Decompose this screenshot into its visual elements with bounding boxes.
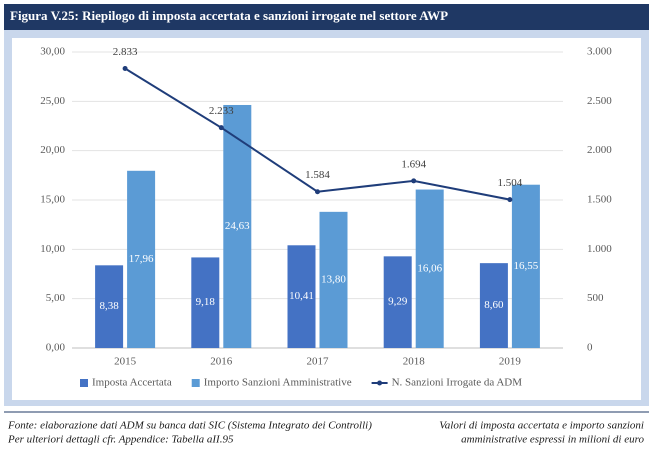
y-tick-label: 15,00 <box>40 194 65 206</box>
line-label: 1.584 <box>305 169 330 181</box>
line-marker <box>122 65 128 71</box>
x-tick-label: 2018 <box>403 356 426 368</box>
y2-tick-label: 1.000 <box>587 243 612 255</box>
bar-label: 16,55 <box>514 260 539 272</box>
header-bar <box>4 4 649 30</box>
bar-label: 9,29 <box>388 296 408 308</box>
bar <box>287 245 316 348</box>
bar-label: 16,06 <box>417 262 442 274</box>
y2-tick-label: 1.500 <box>587 194 612 206</box>
legend-label: N. Sanzioni Irrogate da ADM <box>392 377 523 389</box>
line-marker <box>411 178 417 184</box>
y2-tick-label: 3.000 <box>587 46 612 58</box>
bar <box>479 263 508 348</box>
y-tick-label: 5,00 <box>46 292 66 304</box>
legend-marker <box>377 380 383 386</box>
bar <box>415 189 444 348</box>
y-tick-label: 10,00 <box>40 243 65 255</box>
bar-label: 17,96 <box>129 253 154 265</box>
line-marker <box>507 197 513 203</box>
y-tick-label: 20,00 <box>40 144 65 156</box>
bar <box>95 265 124 348</box>
bar <box>383 256 412 348</box>
y2-tick-label: 0 <box>587 342 593 354</box>
y2-tick-label: 2.500 <box>587 95 612 107</box>
y2-tick-label: 500 <box>587 292 604 304</box>
x-tick-label: 2019 <box>499 356 522 368</box>
legend-label: Imposta Accertata <box>92 377 172 389</box>
bar <box>191 257 220 348</box>
line-marker <box>218 125 224 131</box>
line-marker <box>315 189 320 195</box>
line-label: 2.833 <box>113 46 138 58</box>
y-tick-label: 0,00 <box>46 342 66 354</box>
bar-label: 13,80 <box>321 273 346 285</box>
bar <box>127 170 156 348</box>
x-tick-label: 2017 <box>307 356 330 368</box>
figure-title: Figura V.25: Riepilogo di imposta accert… <box>10 8 448 23</box>
footer-source: Fonte: elaborazione dati ADM su banca da… <box>7 420 372 432</box>
line-label: 2.233 <box>209 105 234 117</box>
bar <box>511 184 540 348</box>
bar-label: 24,63 <box>225 220 250 232</box>
footer-note: Valori di imposta accertata e importo sa… <box>439 420 644 432</box>
legend-label: Importo Sanzioni Amministrative <box>204 377 352 389</box>
bar <box>319 211 348 348</box>
legend-swatch <box>191 379 200 387</box>
y-tick-label: 30,00 <box>40 46 65 58</box>
bar-label: 8,38 <box>99 300 119 312</box>
x-tick-label: 2016 <box>210 356 233 368</box>
footer-source: Per ulteriori dettagli cfr. Appendice: T… <box>7 434 234 446</box>
x-tick-label: 2015 <box>114 356 137 368</box>
line-label: 1.504 <box>498 177 523 189</box>
y2-tick-label: 2.000 <box>587 144 612 156</box>
bar-label: 10,41 <box>289 290 314 302</box>
bar-label: 8,60 <box>484 299 504 311</box>
legend-swatch <box>80 379 88 387</box>
line-label: 1.694 <box>401 158 426 170</box>
footer-note: amministrative espressi in milioni di eu… <box>461 434 644 446</box>
y-tick-label: 25,00 <box>40 95 65 107</box>
bar-label: 9,18 <box>196 296 216 308</box>
